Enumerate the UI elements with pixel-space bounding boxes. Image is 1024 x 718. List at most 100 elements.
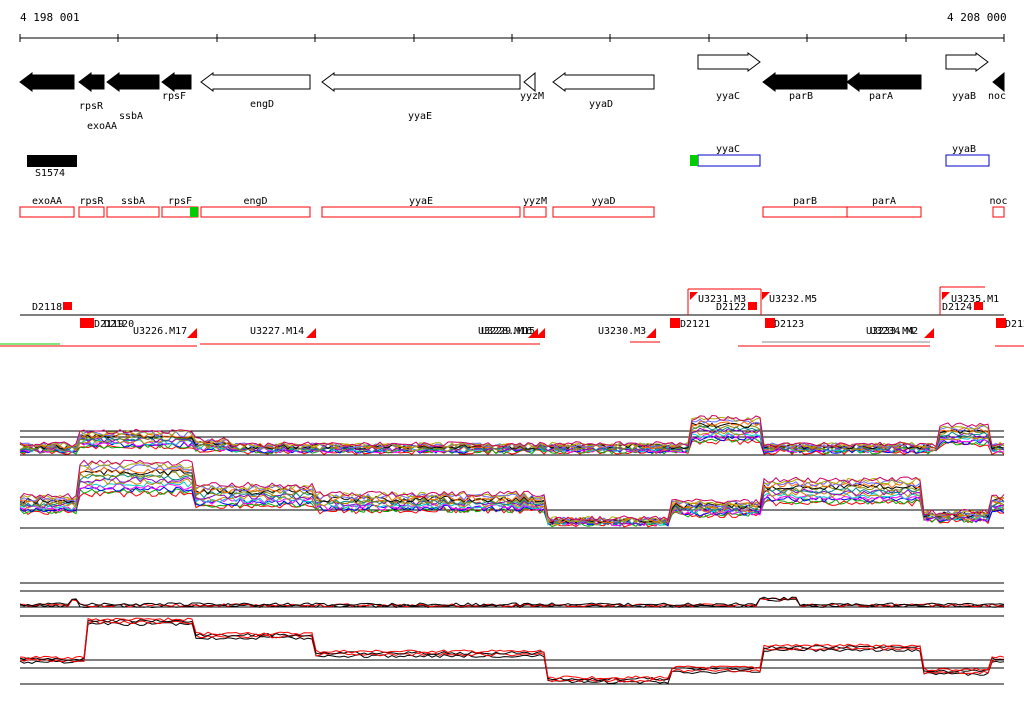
mean-profile-line (19, 619, 1005, 682)
segment-label-top: U3231.M3 (698, 294, 746, 305)
segment-label-bottom: U3228.M16 (478, 326, 532, 337)
feature-label-yyaB: yyaB (952, 144, 976, 155)
feature-box-S1574 (27, 155, 77, 167)
transcript-box-parB (762, 206, 848, 218)
transcript-box-yyaD (552, 206, 655, 218)
gene-arrow-exoAA (19, 72, 75, 92)
mean-profile-line (19, 597, 1005, 608)
gene-arrow-noc (992, 71, 1005, 93)
mean-profile-line (19, 621, 1005, 684)
transcript-box-rpsR (78, 206, 105, 218)
gene-label-noc: noc (988, 91, 1006, 102)
expression-profile-line (19, 483, 1005, 527)
feature-label-S1574: S1574 (35, 168, 65, 179)
gene-label-engD: engD (250, 99, 274, 110)
mean-profile-line (19, 617, 1005, 680)
gene-arrow-yyaB (945, 52, 989, 72)
expression-profile-line (19, 414, 1005, 448)
transcript-label-parB: parB (793, 196, 817, 207)
expression-profile-line (19, 422, 1005, 450)
segment-flag (187, 328, 197, 338)
ruler-end-coordinate: 4 208 000 (947, 11, 1007, 24)
segment-flag (690, 292, 698, 300)
feature-box-yyaC (697, 154, 761, 167)
gene-label-rpsR: rpsR (79, 101, 104, 112)
expression-profile-line (19, 439, 1005, 456)
feature-marker-green (690, 155, 698, 166)
segment-marker (670, 318, 680, 328)
transcript-label-yyaD: yyaD (591, 196, 615, 207)
segment-label-bottom: D212 (1005, 319, 1024, 330)
segment-label-bottom: D2123 (774, 319, 804, 330)
transcript-box-engD (200, 206, 311, 218)
transcript-label-rpsF: rpsF (168, 196, 192, 207)
segment-label-bottom: D2120 (104, 319, 134, 330)
expression-profile-line (19, 468, 1005, 524)
feature-label-yyaC: yyaC (716, 144, 740, 155)
transcript-label-parA: parA (872, 196, 896, 207)
feature-box-yyaB (945, 154, 990, 167)
transcript-label-noc: noc (989, 196, 1007, 207)
ruler-start-coordinate: 4 198 001 (20, 11, 80, 24)
transcript-box-exoAA (19, 206, 75, 218)
transcript-box-noc (992, 206, 1005, 218)
transcript-label-yyaE: yyaE (409, 196, 433, 207)
gene-label-yyaD: yyaD (589, 99, 613, 110)
segment-flag (924, 328, 934, 338)
segment-label-top: U3232.M5 (769, 294, 817, 305)
gene-arrow-rpsR (78, 72, 105, 92)
segment-marker (80, 318, 94, 328)
segment-label-bottom: D2119 (94, 319, 124, 330)
transcript-label-yyzM: yyzM (523, 196, 547, 207)
gene-arrow-rpsF (161, 72, 192, 92)
transcript-box-parA (846, 206, 922, 218)
expression-profile-line (19, 471, 1005, 525)
gene-label-yyaE: yyaE (408, 111, 432, 122)
gene-arrow-ssbA (106, 72, 160, 92)
gene-label-yyzM: yyzM (520, 91, 544, 102)
transcript-box-yyzM (523, 206, 547, 218)
gene-arrow-parA (846, 72, 922, 92)
expression-profile-line (19, 480, 1005, 527)
gene-label-rpsF: rpsF (162, 91, 186, 102)
expression-profile-line (19, 474, 1005, 525)
segment-flag (306, 328, 316, 338)
gene-arrow-yyaE (321, 72, 521, 92)
transcript-label-rpsR: rpsR (79, 196, 104, 207)
segment-label-top: U3235.M1 (951, 294, 999, 305)
expression-profile-line (19, 464, 1005, 524)
segment-flag (762, 292, 770, 300)
segment-flag (528, 328, 538, 338)
segment-label-bottom: U3230.M3 (598, 326, 646, 337)
expression-profile-line (19, 488, 1005, 528)
transcript-box-yyaE (321, 206, 521, 218)
gene-arrow-parB (762, 72, 848, 92)
gene-label-yyaC: yyaC (716, 91, 740, 102)
segment-label-top: D2118 (32, 302, 62, 313)
gene-arrow-engD (200, 72, 311, 92)
expression-profile-line (19, 476, 1005, 526)
gene-label-yyaB: yyaB (952, 91, 976, 102)
segment-marker (765, 318, 775, 328)
gene-arrow-yyzM (523, 71, 536, 93)
segment-label-bottom: U3229.M15 (481, 326, 535, 337)
gene-label-ssbA: ssbA (119, 111, 143, 122)
gene-arrow-yyaC (697, 52, 761, 72)
segment-label-top: D2124 (942, 302, 972, 313)
segment-marker (996, 318, 1006, 328)
transcript-label-engD: engD (243, 196, 267, 207)
segment-label-bottom: U3233.M4 (866, 326, 914, 337)
transcript-marker-green (190, 207, 198, 217)
segment-label-bottom: U3234.M2 (870, 326, 918, 337)
segment-marker (63, 302, 72, 310)
segment-marker (748, 302, 757, 310)
expression-profile-line (19, 459, 1005, 523)
transcript-label-ssbA: ssbA (121, 196, 145, 207)
segment-label-bottom: U3226.M17 (133, 326, 187, 337)
segment-flag (646, 328, 656, 338)
gene-label-parA: parA (869, 91, 893, 102)
segment-label-bottom: D2121 (680, 319, 710, 330)
gene-label-parB: parB (789, 91, 813, 102)
